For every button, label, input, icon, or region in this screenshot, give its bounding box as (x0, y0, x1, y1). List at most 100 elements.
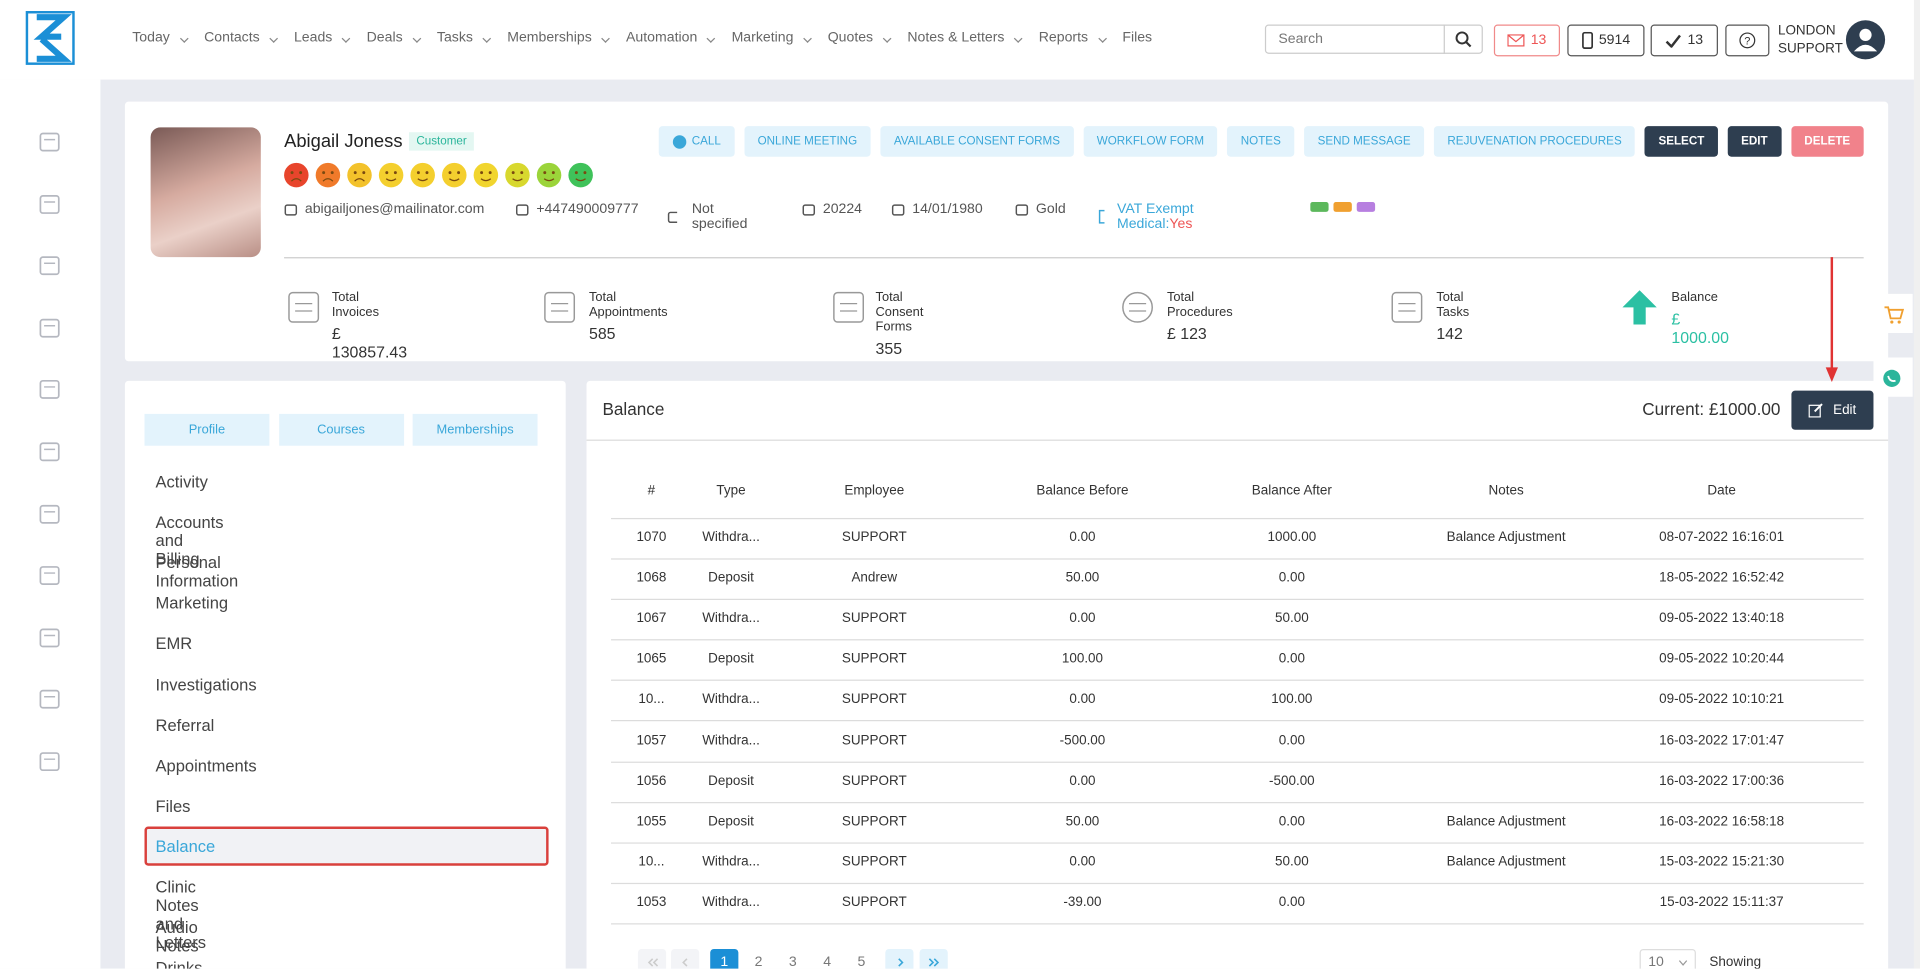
nav-item[interactable]: Contacts (204, 31, 262, 46)
menu-item[interactable]: Referral (155, 715, 215, 735)
icon-part (488, 171, 492, 175)
action-button[interactable]: EDIT (1727, 126, 1782, 157)
action-button[interactable]: CALL (658, 126, 735, 157)
action-label: WORKFLOW FORM (1096, 134, 1205, 149)
action-button[interactable]: WORKFLOW FORM (1083, 126, 1218, 157)
menu-item[interactable]: Marketing (155, 594, 229, 613)
sidebar-icon[interactable] (38, 254, 62, 278)
nav-item[interactable]: Reports (1039, 31, 1091, 46)
table-cell: Deposit (708, 773, 754, 789)
menu-item[interactable]: Accounts and Billing (155, 513, 224, 569)
cart-button[interactable] (1873, 293, 1913, 334)
menu-item[interactable]: Files (155, 796, 191, 816)
menu-item[interactable]: Activity (155, 472, 208, 492)
row-line (611, 801, 1864, 803)
sidebar-icon[interactable] (38, 192, 62, 216)
icon-part (457, 171, 461, 175)
page-prev[interactable] (671, 948, 700, 969)
icon-part (512, 178, 523, 182)
table-cell: SUPPORT (841, 692, 907, 708)
nav-item[interactable]: Tasks (437, 31, 475, 46)
column-header: Type (716, 483, 746, 499)
page-first[interactable] (637, 948, 667, 969)
sidebar-icon[interactable] (38, 378, 62, 402)
nav-item[interactable]: Automation (626, 31, 700, 46)
info-vat: VAT Exempt Medical:Yes (1098, 202, 1198, 231)
sidebar-icon[interactable] (38, 130, 62, 154)
icon-part (1622, 290, 1657, 325)
info-icon (1015, 203, 1029, 216)
phone-badge[interactable]: 5914 (1567, 24, 1645, 57)
menu-item[interactable]: Investigations (155, 675, 257, 694)
menu-item[interactable]: Drinks (155, 959, 203, 969)
action-button[interactable]: SELECT (1644, 126, 1718, 157)
nav-item[interactable]: Memberships (507, 31, 594, 46)
satisfaction-faces (284, 162, 593, 188)
nav-item[interactable]: Deals (367, 31, 405, 46)
action-label: EDIT (1741, 134, 1768, 149)
menu-item[interactable]: Appointments (155, 756, 257, 775)
nav-item[interactable]: Today (132, 31, 172, 46)
sidebar-icon[interactable] (38, 563, 62, 587)
table-cell: 1065 (636, 651, 667, 667)
sidebar-icon[interactable] (38, 502, 62, 526)
menu-item[interactable]: EMR (155, 634, 193, 654)
mail-badge[interactable]: 13 (1493, 24, 1561, 57)
sidebar-icon[interactable] (38, 625, 62, 649)
action-label: CALL (691, 134, 721, 149)
icon-part (385, 178, 397, 182)
sidebar-icon[interactable] (38, 687, 62, 711)
action-button[interactable]: REJUVENATION PROCEDURES (1433, 126, 1636, 157)
nav-item[interactable]: Quotes (828, 31, 876, 46)
page-number[interactable]: 4 (823, 955, 832, 969)
sidebar-icon[interactable] (38, 749, 62, 773)
menu-item[interactable]: Personal Information (155, 553, 239, 591)
menu-tab[interactable]: Memberships (412, 413, 538, 446)
action-button[interactable]: DELETE (1790, 126, 1864, 157)
search-icon[interactable] (1443, 24, 1482, 54)
icon-part (543, 178, 555, 182)
nav-item[interactable]: Leads (294, 31, 335, 46)
menu-tab[interactable]: Profile (144, 413, 270, 446)
nav-item[interactable]: Notes & Letters (907, 31, 1007, 46)
page-next[interactable] (885, 948, 914, 969)
table-cell: 1055 (636, 813, 667, 829)
page-size[interactable]: 10 (1639, 948, 1696, 969)
edit-button[interactable]: Edit (1791, 390, 1874, 430)
action-button[interactable]: ONLINE MEETING (744, 126, 871, 157)
action-button[interactable]: NOTES (1227, 126, 1295, 157)
menu-tab[interactable]: Courses (278, 413, 404, 446)
icon-part (928, 958, 939, 967)
stat-value: 585 (588, 324, 616, 343)
menu-item[interactable]: Clinic Notes and Letters (155, 877, 207, 952)
nav-item[interactable]: Marketing (732, 31, 796, 46)
icon-part (284, 203, 298, 216)
sidebar-icon[interactable] (38, 316, 62, 340)
chat-button[interactable] (1873, 357, 1913, 397)
menu-item[interactable]: Balance (155, 837, 216, 856)
page-last[interactable] (919, 948, 948, 969)
search-box[interactable]: Search (1264, 24, 1483, 54)
table-cell: SUPPORT (841, 611, 907, 626)
table-cell: -500.00 (1268, 773, 1315, 789)
action-button[interactable]: SEND MESSAGE (1304, 126, 1425, 157)
icon-part (353, 171, 357, 175)
page-number[interactable]: 1 (710, 948, 739, 969)
mail-count: 13 (1530, 33, 1547, 48)
icon-part (543, 171, 547, 175)
nav-item[interactable]: Files (1122, 30, 1153, 46)
table-cell: 100.00 (1061, 651, 1104, 667)
help-button[interactable]: ? (1725, 24, 1770, 57)
sidebar-icon[interactable] (38, 440, 62, 464)
action-button[interactable]: AVAILABLE CONSENT FORMS (880, 126, 1074, 157)
task-badge[interactable]: 13 (1650, 24, 1718, 57)
user-avatar[interactable] (1845, 20, 1886, 60)
menu-item[interactable]: Audio Notes (155, 918, 199, 956)
page-number[interactable]: 2 (754, 955, 763, 969)
page-number[interactable]: 3 (788, 955, 797, 969)
icon-part (39, 690, 60, 710)
table-cell: Deposit (708, 570, 754, 586)
page-number[interactable]: 5 (857, 955, 866, 969)
stat-icon (544, 291, 576, 323)
